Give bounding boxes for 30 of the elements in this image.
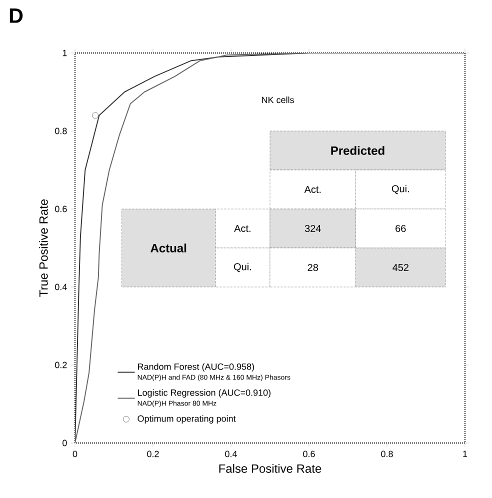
annotation: 28 [308, 264, 318, 272]
y-axis-title: True Positive Rate [39, 199, 48, 297]
x-tick-label: 1 [463, 450, 468, 457]
annotation: Act. [304, 186, 321, 193]
annotation: Actual [150, 244, 186, 252]
legend-label: Logistic Regression (AUC=0.910) [138, 389, 270, 398]
legend-label: Random Forest (AUC=0.958) [138, 363, 254, 372]
annotation: NK cells [262, 96, 294, 104]
y-tick-label: 0.4 [55, 284, 67, 290]
annotation: Act. [234, 225, 250, 232]
y-tick-label: 0.8 [55, 128, 67, 134]
x-tick-label: 0.6 [303, 450, 315, 458]
legend-label: Optimum operating point [138, 415, 236, 424]
annotation: Qui. [234, 262, 251, 272]
annotation: Qui. [392, 184, 409, 194]
x-axis-title: False Positive Rate [219, 464, 322, 473]
x-tick-label: 0.8 [381, 450, 393, 458]
annotation: 452 [392, 264, 408, 272]
x-tick-label: 0.2 [147, 450, 159, 458]
text: D [10, 8, 23, 23]
y-tick-label: 0.6 [55, 206, 67, 212]
x-tick-label: 0.4 [225, 450, 237, 458]
annotation: Predicted [331, 146, 384, 155]
line-series [74, 53, 465, 443]
y-tick-label: 0.2 [55, 362, 67, 368]
y-tick-label: 1 [62, 50, 67, 56]
annotation: 66 [396, 224, 406, 232]
x-tick-label: 0 [72, 450, 78, 458]
annotation: 324 [304, 224, 321, 232]
y-tick-label: 0 [62, 440, 67, 446]
